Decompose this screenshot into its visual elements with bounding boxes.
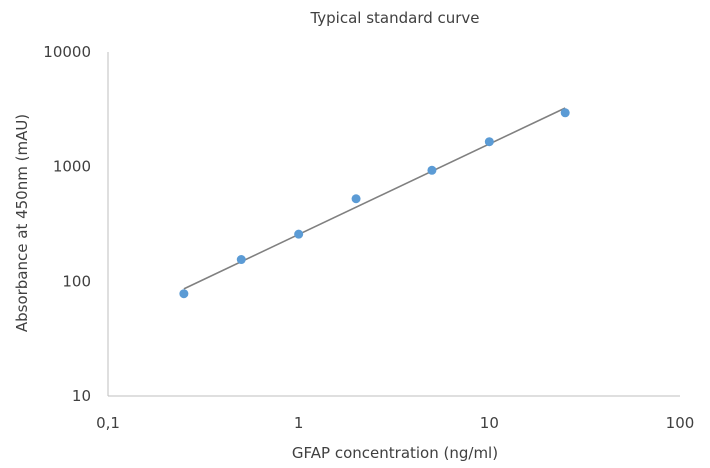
axes <box>107 52 680 397</box>
x-tick-label: 1 <box>294 414 304 432</box>
x-tick-label: 100 <box>666 414 695 432</box>
data-point <box>351 194 361 204</box>
data-point <box>484 137 494 147</box>
data-point <box>427 165 437 175</box>
y-tick-label: 100 <box>62 272 91 290</box>
data-point <box>560 108 570 118</box>
series-layer <box>179 107 570 299</box>
data-point <box>179 289 189 299</box>
chart-title: Typical standard curve <box>309 9 479 27</box>
data-point <box>294 229 304 239</box>
x-tick-label: 10 <box>480 414 499 432</box>
x-tick-labels: 0,1 1 10 100 <box>96 414 694 432</box>
x-axis-label: GFAP concentration (ng/ml) <box>292 444 498 462</box>
x-tick-label: 0,1 <box>96 414 120 432</box>
y-tick-label: 10 <box>72 387 91 405</box>
y-tick-label: 10000 <box>43 43 91 61</box>
data-point <box>236 255 246 265</box>
trendline <box>183 107 566 290</box>
y-tick-label: 1000 <box>53 158 91 176</box>
y-axis-label: Absorbance at 450nm (mAU) <box>13 114 31 332</box>
y-tick-labels: 10 100 1000 10000 <box>43 43 91 405</box>
